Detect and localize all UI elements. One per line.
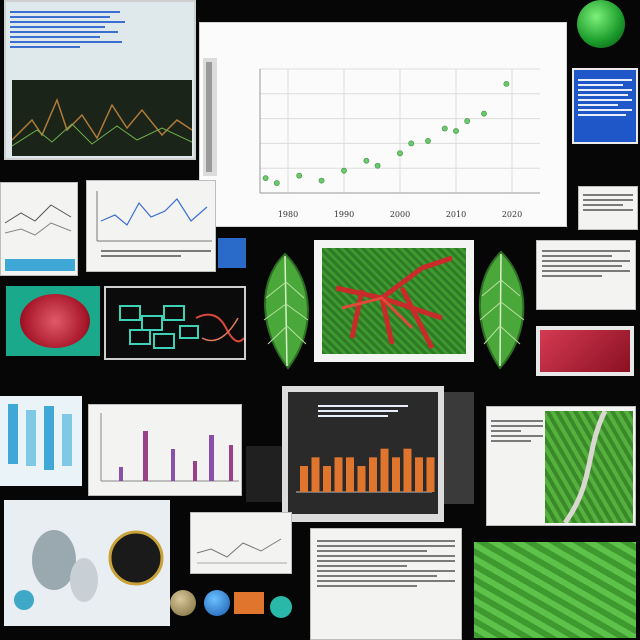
main-scatter-chart: 1980 1990 2000 2010 2020 — [199, 22, 567, 227]
scatter-point — [481, 110, 487, 117]
bar-chart-card — [88, 404, 242, 496]
red-cell-image — [6, 286, 100, 356]
x-tick-label: 1980 — [278, 210, 298, 219]
orange-bar — [380, 448, 389, 492]
molecule-diagram — [104, 286, 246, 360]
scatter-point — [503, 80, 510, 87]
scatter-point — [296, 172, 303, 179]
blue-device-panel — [0, 396, 82, 486]
bottom-line-plot — [190, 512, 292, 574]
monitor-text-block — [10, 8, 130, 51]
scatter-point — [262, 175, 269, 182]
orange-bar — [323, 466, 331, 492]
orange-bar — [346, 457, 354, 492]
scatter-point — [273, 180, 280, 186]
x-tick-label: 2010 — [446, 210, 466, 219]
left-leaf-image — [254, 252, 316, 370]
laptop-side-dark — [246, 446, 282, 502]
scatter-point — [374, 162, 381, 169]
scatter-point — [318, 177, 325, 184]
orange-bar — [403, 448, 412, 492]
leaf-texture-tile — [474, 542, 636, 638]
orange-bar — [311, 457, 320, 492]
left-line-chart-card — [0, 182, 78, 276]
green-sphere — [577, 0, 625, 48]
scatter-point — [441, 125, 448, 132]
x-tick-label: 1990 — [334, 210, 354, 219]
scatter-point — [453, 128, 459, 134]
x-tick-label: 2000 — [390, 210, 410, 219]
laptop-bar-chart — [282, 386, 444, 522]
top-left-monitor-panel — [4, 0, 196, 160]
laptop-side-gray — [444, 392, 474, 504]
x-tick-label: 2020 — [502, 210, 522, 219]
scatter-point — [464, 118, 471, 124]
orange-bar — [426, 457, 435, 492]
leaf-vein-photo — [314, 240, 474, 362]
molecule-3d-panel — [4, 500, 170, 626]
right-document-card — [536, 240, 636, 310]
orange-bar — [392, 457, 400, 492]
line-chart-card — [86, 180, 216, 272]
orange-bar — [369, 457, 377, 492]
orange-bar — [415, 457, 423, 492]
blue-info-panel — [572, 68, 638, 144]
scatter-point — [397, 150, 403, 157]
scatter-point — [425, 138, 431, 144]
scatter-point — [408, 140, 415, 147]
scatter-point — [341, 167, 347, 174]
orange-bar — [334, 457, 343, 492]
vertical-ruler-strip — [203, 58, 217, 176]
blue-tag — [218, 238, 246, 268]
right-leaf-image — [470, 250, 532, 370]
orange-bar — [357, 466, 366, 492]
scatter-point — [363, 157, 370, 164]
sphere-row — [168, 586, 298, 632]
chart-plot-area: 1980 1990 2000 2010 2020 — [259, 68, 540, 219]
orange-bar — [300, 466, 308, 492]
bottom-document — [310, 528, 462, 640]
right-text-card — [578, 186, 638, 230]
red-gem-tile — [536, 326, 634, 376]
map-card — [486, 406, 636, 526]
monitor-plot — [11, 80, 193, 156]
orange-bars — [296, 448, 435, 493]
